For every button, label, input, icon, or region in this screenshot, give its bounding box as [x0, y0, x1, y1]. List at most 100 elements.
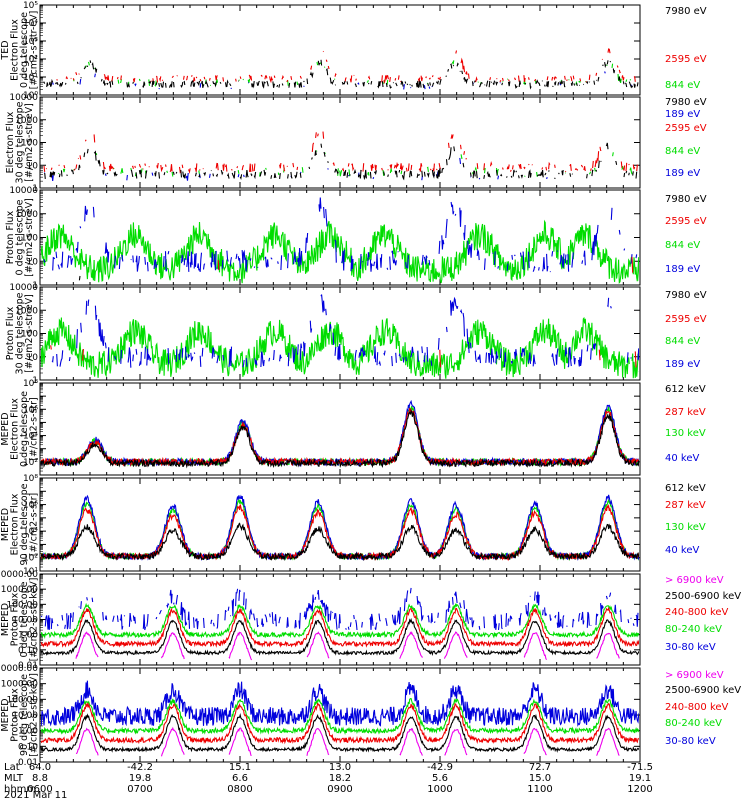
y-tick-label: 0.10 [18, 742, 38, 752]
y-axis-label: 30 deg telescope [14, 292, 25, 374]
y-tick-label: 1000.00 [1, 680, 38, 690]
y-tick-label: 1 [32, 184, 38, 194]
x-row-name: Lat [4, 762, 20, 773]
y-tick-label: 10⁶ [23, 501, 38, 511]
legend-entry: 130 keV [665, 522, 706, 533]
x-tick-label: 19.1 [629, 773, 651, 784]
series-red [41, 606, 639, 648]
y-axis-label: [#/cm2-s-str-eV] [24, 103, 35, 182]
y-tick-label: 10000 [9, 283, 38, 293]
y-axis-label: 30 deg telescope [14, 101, 25, 183]
legend-entry: 844 eV [665, 80, 700, 91]
y-axis-label: Proton Flux [10, 592, 21, 646]
legend-entry: 7980 eV [665, 6, 707, 17]
series-green [41, 697, 639, 736]
y-axis-label: 90 deg telescope [19, 483, 30, 565]
x-tick-label: -42.2 [127, 762, 153, 773]
y-tick-label: 1000 [15, 116, 38, 126]
series-black [41, 142, 639, 181]
y-axis-label: [#/cm2-s-str-keV] [29, 673, 40, 757]
series-red [44, 132, 639, 172]
panel-meped-p90: 0.01 0.10 1.00 10.00 100.00 1000.00 10000.00 ME… [0, 664, 741, 768]
y-tick-label: 10.00 [12, 711, 38, 721]
y-tick-label: 10 [27, 257, 39, 267]
series-blue [41, 399, 639, 468]
y-tick-label: 10000.00 [0, 570, 38, 580]
y-axis-label: 0 deg telescope [14, 199, 25, 275]
y-axis-label: [#/cm2-s-str-keV] [29, 578, 40, 662]
y-axis-label: [#/cm2-s-str] [29, 493, 40, 556]
x-tick-label: 19.8 [129, 773, 151, 784]
legend-entry: 844 eV [665, 146, 700, 157]
date-label: 2021 Mar 11 [4, 790, 67, 800]
series-blue [51, 294, 639, 368]
y-tick-label: 100.00 [7, 695, 39, 705]
y-tick-label: 1000 [15, 210, 38, 220]
y-tick-label: 10² [23, 55, 38, 65]
y-tick-label: 100 [21, 234, 38, 244]
y-tick-label: 10¹ [23, 73, 38, 83]
y-tick-label: 10³ [23, 37, 38, 47]
y-axis-label: [#/cm2-s-str-eV] [24, 198, 35, 277]
legend-entry: 287 keV [665, 500, 706, 511]
x-tick-label: 72.7 [529, 762, 551, 773]
series-red [217, 256, 634, 273]
y-tick-label: 1.00 [18, 727, 38, 737]
x-tick-label: 15.0 [529, 773, 551, 784]
y-tick-label: 1 [32, 376, 38, 386]
series-green [41, 316, 639, 379]
legend-entry: 189 eV [665, 168, 700, 179]
panel-data [41, 399, 639, 469]
x-tick-label: 0600 [27, 784, 52, 795]
y-tick-label: 10¹ [23, 567, 38, 577]
y-tick-label: 1000.00 [1, 585, 38, 595]
series-black [41, 712, 639, 753]
x-tick-label: 1200 [627, 784, 652, 795]
legend-entry: 40 keV [665, 453, 699, 464]
x-tick-label: 0700 [127, 784, 152, 795]
y-tick-label: 100.00 [7, 600, 39, 610]
series-black [41, 617, 639, 657]
y-tick-label: 10000.00 [0, 664, 38, 674]
x-tick-label: 5.6 [432, 773, 448, 784]
legend-entry: 844 eV [665, 336, 700, 347]
y-axis-label: TED [0, 40, 11, 60]
legend-entry: 287 keV [665, 407, 706, 418]
series-blue [41, 680, 639, 727]
series-red [41, 407, 639, 468]
y-axis-label: [#/cm2-s-str-eV] [24, 294, 35, 373]
legend-entry: 80-240 keV [665, 718, 722, 729]
y-axis-label: MEPED [0, 603, 11, 636]
y-tick-label: 100 [21, 139, 38, 149]
y-axis-label: Electron Flux [10, 493, 21, 555]
x-tick-label: 18.2 [329, 773, 351, 784]
y-tick-label: 10⁸ [23, 379, 38, 389]
y-axis-label: Electron Flux [10, 19, 21, 81]
series-magenta [75, 631, 620, 661]
legend-entry: 7980 eV [665, 290, 707, 301]
x-tick-label: 1100 [527, 784, 552, 795]
panel-data [41, 294, 639, 379]
x-row-name: MLT [4, 773, 24, 784]
panel-data [41, 680, 639, 757]
y-axis-label: 0 deg telescope [19, 391, 30, 467]
x-tick-label: -42.9 [427, 762, 453, 773]
legend-entry: 2500-6900 keV [665, 685, 741, 696]
x-row-name: hhmm [4, 784, 36, 795]
series-red [41, 702, 639, 745]
legend-entry: 40 keV [665, 545, 699, 556]
series-green [41, 219, 639, 284]
legend-entry: 189 eV [665, 359, 700, 370]
legend-entry: 2595 eV [665, 314, 707, 325]
legend-entry: 844 eV [665, 240, 700, 251]
series-black [41, 408, 639, 469]
y-tick-label: 10⁶ [23, 405, 38, 415]
y-axis-label: Proton Flux [5, 210, 16, 264]
x-tick-label: 6.6 [232, 773, 248, 784]
